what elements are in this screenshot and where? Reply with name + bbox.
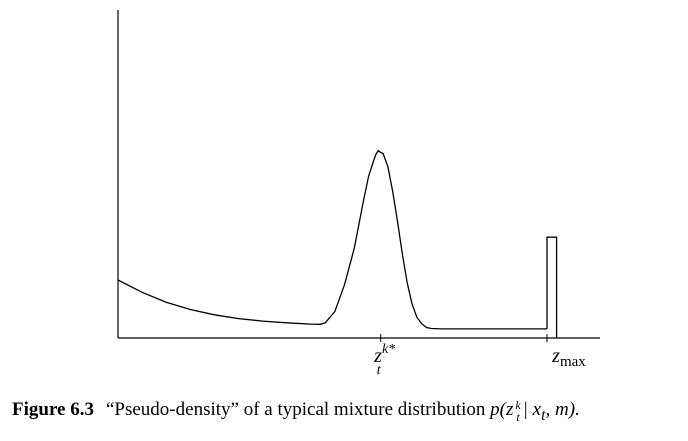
tick-label-z-max: zmax bbox=[551, 345, 586, 370]
tick-label-zk-base: z bbox=[373, 345, 382, 367]
tick-label-zk-sup: k* bbox=[382, 342, 395, 357]
tick-label-zmax-base: z bbox=[551, 345, 560, 367]
caption-math-suffix-sub: t bbox=[541, 406, 546, 424]
z-max-spike bbox=[546, 236, 558, 338]
tick-label-zk-star: zk* bbox=[373, 342, 395, 367]
caption-math-tail: , m). bbox=[545, 399, 580, 420]
caption-math: p(z k t | xt, m). bbox=[490, 399, 580, 424]
caption-math-prefix: p(z bbox=[490, 399, 514, 420]
caption-math-suffix: | x bbox=[522, 399, 542, 420]
mixture-density-figure: zk* t zmax bbox=[117, 10, 600, 378]
caption-text: “Pseudo-density” of a typical mixture di… bbox=[105, 399, 486, 420]
figure-caption: Figure 6.3 “Pseudo-density” of a typical … bbox=[12, 396, 682, 430]
density-curve bbox=[117, 149, 547, 330]
tick-label-zmax-sub: max bbox=[560, 354, 586, 370]
figure-number: Figure 6.3 bbox=[12, 399, 94, 420]
caption-math-sup: k bbox=[515, 397, 521, 412]
tick-label-zk-sub: t bbox=[377, 363, 382, 378]
caption-math-sub: t bbox=[516, 409, 520, 424]
